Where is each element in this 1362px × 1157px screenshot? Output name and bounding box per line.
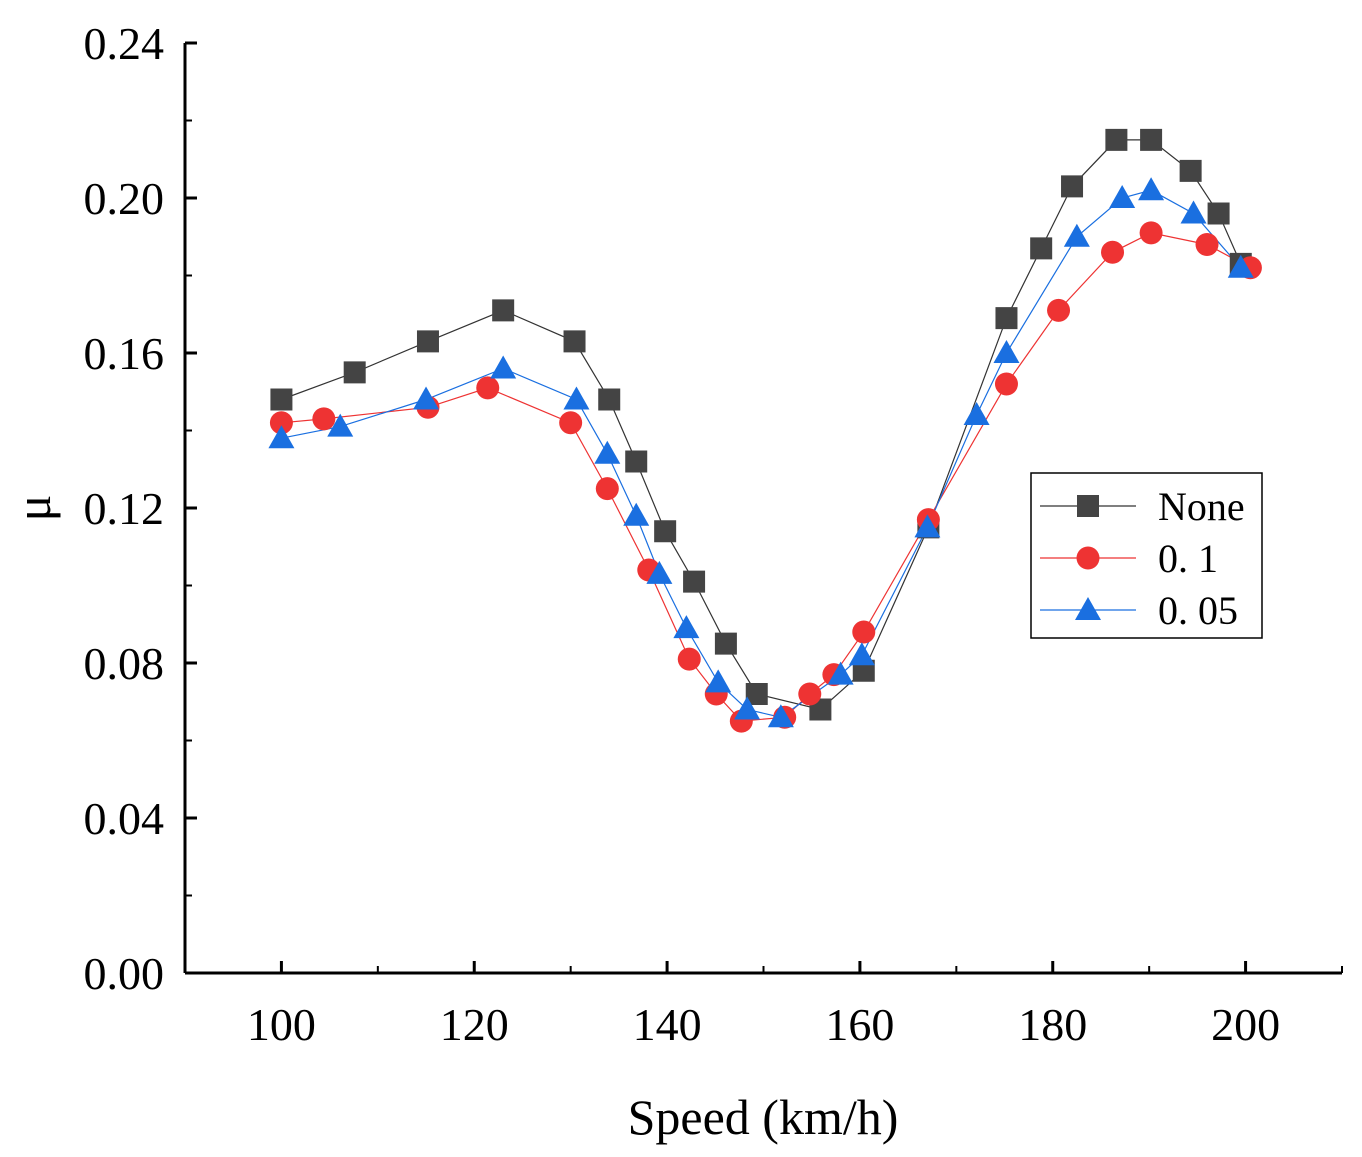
data-point (268, 425, 295, 449)
data-point (1101, 240, 1125, 264)
data-point (559, 411, 583, 435)
data-point (963, 402, 990, 425)
data-point (595, 477, 619, 501)
legend-label: None (1158, 484, 1245, 529)
data-point (1047, 298, 1071, 322)
x-tick-label: 160 (825, 999, 894, 1050)
data-point (1109, 185, 1136, 208)
x-tick-label: 140 (633, 999, 702, 1050)
y-tick-label: 0.04 (84, 793, 165, 844)
data-point (1207, 202, 1230, 225)
data-point (848, 642, 875, 666)
data-point (827, 661, 854, 685)
data-point (563, 330, 586, 353)
data-point (312, 407, 336, 431)
data-point (416, 330, 439, 353)
data-point (623, 502, 650, 526)
legend: None 0. 1 0. 05 (1030, 472, 1263, 639)
x-axis-title: Speed (km/h) (628, 1089, 899, 1145)
x-tick-label: 120 (440, 999, 509, 1050)
data-point (1063, 223, 1090, 247)
data-point (270, 388, 293, 411)
data-point (476, 376, 500, 400)
y-ticks: 0.00 0.04 0.08 0.12 0.16 0.20 0.24 (84, 18, 197, 999)
legend-marker (1076, 546, 1100, 570)
data-point (1061, 175, 1084, 198)
data-point (683, 570, 706, 593)
data-point (413, 386, 440, 410)
data-point (734, 696, 761, 720)
y-tick-label: 0.12 (84, 483, 165, 534)
x-ticks: 100 120 140 160 180 200 (184, 961, 1343, 1050)
y-axis-title: μ (5, 495, 61, 522)
series-line (281, 189, 1242, 718)
y-tick-label: 0.20 (84, 173, 165, 224)
data-point (673, 615, 700, 639)
data-point (598, 388, 621, 411)
data-point (767, 704, 794, 728)
data-point (490, 355, 517, 379)
data-point (745, 683, 768, 705)
data-point (994, 372, 1018, 396)
data-point (1139, 221, 1163, 245)
data-point (1180, 200, 1207, 224)
data-point (914, 514, 941, 538)
data-point (677, 647, 701, 671)
data-point (852, 620, 876, 644)
y-tick-label: 0.16 (84, 328, 165, 379)
x-tick-label: 180 (1018, 999, 1087, 1050)
y-tick-label: 0.24 (84, 18, 165, 69)
data-point (798, 682, 822, 706)
data-point (269, 411, 293, 435)
data-point (646, 560, 673, 584)
y-tick-label: 0.00 (84, 948, 165, 999)
data-point (995, 307, 1018, 330)
data-point (563, 386, 590, 410)
data-point (714, 632, 737, 655)
data-point (654, 520, 677, 543)
data-point (625, 450, 648, 473)
data-point (1105, 128, 1128, 151)
data-point (1140, 128, 1163, 151)
x-tick-label: 100 (247, 999, 316, 1050)
data-point (492, 299, 515, 322)
legend-label: 0. 05 (1158, 588, 1238, 633)
legend-label: 0. 1 (1158, 536, 1218, 581)
data-point (1227, 254, 1254, 278)
data-point (327, 413, 354, 437)
legend-marker (1075, 597, 1101, 620)
data-point (1138, 177, 1165, 201)
data-point (343, 361, 366, 384)
data-point (1179, 159, 1202, 182)
data-point (705, 669, 732, 693)
data-point (993, 340, 1020, 363)
data-point (1195, 233, 1219, 256)
series-markers (268, 128, 1262, 733)
x-tick-label: 200 (1211, 999, 1280, 1050)
data-point (1030, 237, 1053, 260)
series-line (281, 139, 1242, 711)
legend-marker (1077, 495, 1099, 517)
data-point (594, 440, 621, 464)
y-tick-label: 0.08 (84, 638, 165, 689)
